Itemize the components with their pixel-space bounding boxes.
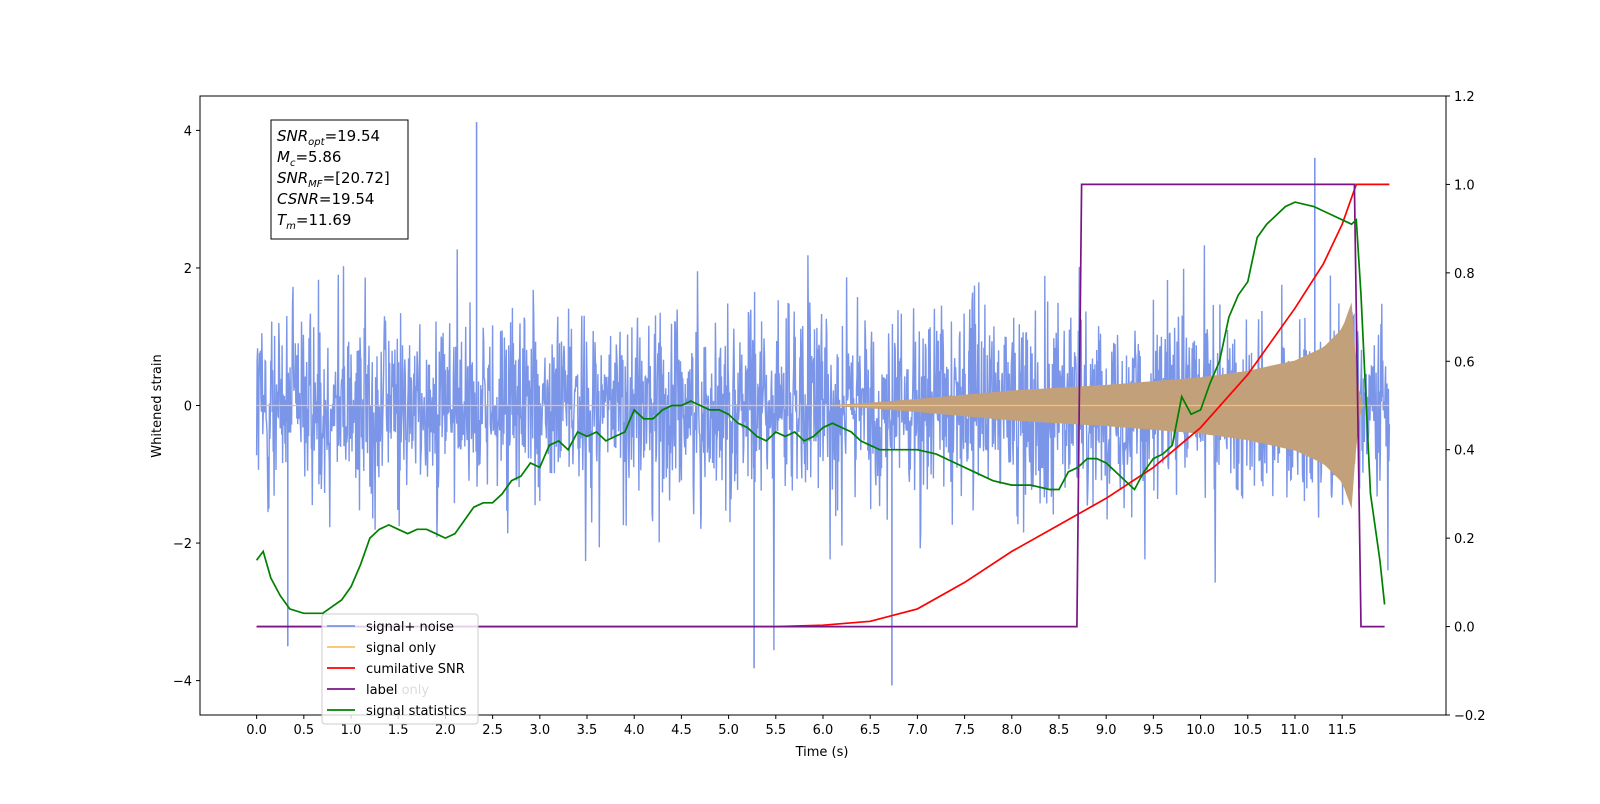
stats-box: SNRopt=19.54Mc=5.86SNRMF=[20.72]CSNR=19.… [270,119,409,240]
series-cumilative-SNR-line [256,183,1390,628]
x-tick-label: 4.5 [671,723,692,738]
x-tick-label: 2.0 [435,723,456,738]
signal-noise-line [255,245,1391,651]
x-axis-label: Time (s) [795,745,849,760]
stats-subscript: opt [308,137,325,148]
x-tick-label: 9.5 [1143,723,1164,738]
x-tick-label: 0.5 [293,723,314,738]
x-tick-label: 10.0 [1186,723,1215,738]
x-tick-label: 5.5 [765,723,786,738]
x-tick-label: 2.5 [482,723,503,738]
stats-subscript: m [286,221,296,232]
legend-label: label [366,683,397,698]
series-signal-statistics-line [255,201,1386,615]
y-right-tick-label: −0.2 [1454,709,1486,724]
stats-symbol: SNR [277,169,308,187]
x-tick-label: 11.0 [1280,723,1309,738]
y-left-tick-label: 0 [184,400,192,415]
x-tick-label: 4.0 [624,723,645,738]
x-tick-label: 6.5 [860,723,881,738]
stats-line: Tm=11.69 [277,211,351,232]
y-right-tick-label: 0.6 [1454,355,1475,370]
stats-line: SNRMF=[20.72] [277,169,390,190]
x-tick-label: 10.5 [1233,723,1262,738]
y-axis-label: Whitened strain [150,354,165,457]
x-axis-ticks: 0.0 0.5 1.0 1.5 2.0 2.5 3.0 3.5 4.0 4.5 5.0 5.5 6.0 6… [246,715,1357,738]
y-left-tick-label: −2 [173,537,192,552]
legend-hidden-text: label only [366,683,429,698]
series-label-line [256,183,1385,628]
stats-symbol: SNR [277,127,308,145]
x-tick-label: 8.5 [1049,723,1070,738]
y-left-tick-label: −4 [173,675,192,690]
series-signal-only [256,302,1390,509]
y-right-tick-label: 0.4 [1454,444,1475,459]
x-tick-label: 1.0 [341,723,362,738]
y-axis-right-ticks: −0.2 0.0 0.2 0.4 0.6 0.8 1.0 1.2 [1446,90,1486,724]
x-tick-label: 5.0 [718,723,739,738]
legend-label: signal statistics [366,704,467,719]
stats-value: =19.54 [319,190,375,208]
stats-subscript: MF [308,179,323,190]
stats-line: CSNR=19.54 [277,190,374,208]
y-right-tick-label: 1.2 [1454,90,1475,105]
x-tick-label: 0.0 [246,723,267,738]
x-tick-label: 7.5 [954,723,975,738]
stats-box-frame [270,119,409,240]
x-tick-label: 9.0 [1096,723,1117,738]
y-right-tick-label: 1.0 [1454,178,1475,193]
series-lines [255,183,1390,628]
x-tick-label: 8.0 [1001,723,1022,738]
stats-subscript: c [290,158,296,169]
stats-symbol: M [277,148,290,166]
stats-line: SNRopt=19.54 [277,127,380,148]
y-right-tick-label: 0.2 [1454,532,1475,547]
legend-label: signal+ noise [366,620,454,635]
y-left-tick-label: 4 [184,124,192,139]
y-right-tick-label: 0.8 [1454,267,1475,282]
legend-frame [321,613,479,725]
x-tick-label: 3.5 [577,723,598,738]
x-tick-label: 6.0 [813,723,834,738]
stats-symbol: T [277,211,288,229]
x-tick-label: 3.0 [529,723,550,738]
y-left-tick-label: 2 [184,262,192,277]
legend: label only signal+ noise signal only cumila… [321,613,479,725]
stats-value: =5.86 [295,148,341,166]
y-right-tick-label: 0.0 [1454,621,1475,636]
legend-label: cumilative SNR [366,662,465,677]
legend-label: signal only [366,641,436,656]
stats-value: =[20.72] [323,169,390,187]
stats-value: =11.69 [296,211,352,229]
stats-value: =19.54 [325,127,381,145]
stats-symbol: CSNR [277,190,319,208]
x-tick-label: 7.0 [907,723,928,738]
x-tick-label: 11.5 [1328,723,1357,738]
x-tick-label: 1.5 [388,723,409,738]
y-axis-left-ticks: −4 −2 0 2 4 [173,124,200,690]
stats-line: Mc=5.86 [277,148,341,169]
